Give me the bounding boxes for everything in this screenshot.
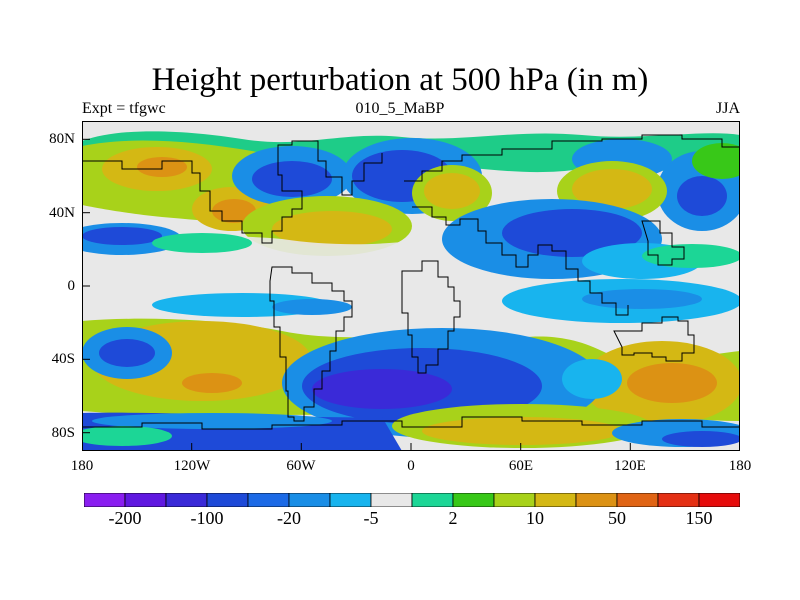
colorbar-swatch [698,493,740,507]
lat-tick-40n: 40N [49,205,75,221]
colorbar-swatch [411,493,454,507]
map-panel [82,121,740,451]
lon-tick-0: 0 [407,458,415,474]
lon-tick-60w: 60W [286,458,316,474]
experiment-label: Expt = tfgwc [82,100,166,117]
lat-tick-80n: 80N [49,131,75,147]
colorbar-swatch [124,493,167,507]
colorbar-swatch [575,493,618,507]
colorbar-swatch [84,493,126,507]
colorbar-swatch [206,493,249,507]
colorbar-label: 2 [448,508,458,528]
lon-tick-120e: 120E [614,458,646,474]
lat-tick-0: 0 [67,278,76,294]
colorbar-swatch [329,493,372,507]
colorbar-label: 150 [685,508,713,528]
colorbar-swatch [247,493,290,507]
colorbar-label: -200 [108,508,142,528]
colorbar-swatch [534,493,577,507]
lon-tick-60e: 60E [508,458,534,474]
contour-fill [82,121,740,451]
lat-tick-40s: 40S [51,351,75,367]
coastlines [82,134,740,430]
lat-tick-80s: 80S [51,425,75,441]
colorbar-swatch [370,493,413,507]
colorbar-label: -100 [190,508,224,528]
colorbar-label: -5 [363,508,379,528]
lon-tick-120w: 120W [173,458,211,474]
tick-marks [82,138,631,451]
colorbar-label: -20 [277,508,301,528]
colorbar-swatch [493,493,536,507]
lon-tick-180w: 180 [70,458,94,474]
colorbar-swatch [452,493,495,507]
colorbar-swatch [657,493,700,507]
season-label: JJA [715,100,740,117]
time-label: 010_5_MaBP [355,100,445,117]
colorbar-swatch [288,493,331,507]
colorbar-swatch [165,493,208,507]
plot-title: Height perturbation at 500 hPa (in m) [151,62,649,98]
colorbar-label: 50 [608,508,626,528]
colorbar-swatch [616,493,659,507]
lon-tick-180e: 180 [728,458,752,474]
colorbar-label: 10 [526,508,544,528]
colorbar [84,493,740,507]
